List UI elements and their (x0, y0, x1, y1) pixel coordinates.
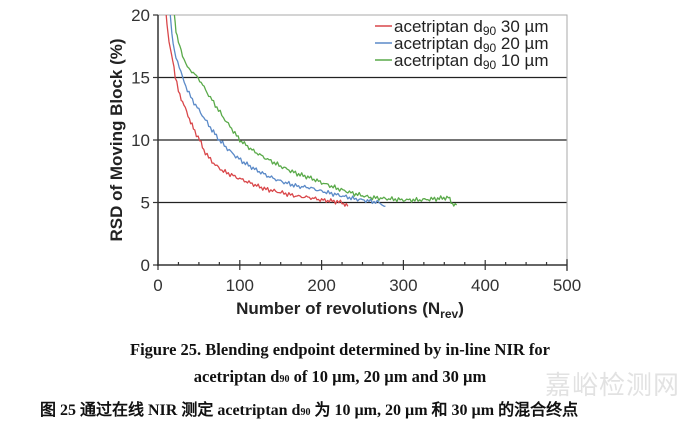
x-axis-title-close: ) (458, 299, 464, 318)
series-line-0 (165, 14, 349, 207)
legend-label-2: acetriptan d90 10 µm (394, 51, 549, 72)
legend-label-sub: 90 (483, 24, 497, 38)
y-axis-title: RSD of Moving Block (%) (107, 38, 126, 241)
x-tick-label: 400 (471, 276, 499, 295)
legend-label-prefix: acetriptan d (394, 51, 483, 70)
axes (153, 14, 568, 271)
y-tick-label: 5 (141, 194, 150, 213)
legend-label-prefix: acetriptan d (394, 17, 483, 36)
caption-line2-prefix: acetriptan d (193, 367, 280, 386)
legend-label-suffix: 30 µm (496, 17, 548, 36)
caption-line3-prefix: 图 25 通过在线 NIR 测定 acetriptan d (40, 402, 301, 419)
x-tick-label: 0 (153, 276, 162, 295)
y-tick-label: 10 (131, 131, 150, 150)
caption-line3-sub: 90 (300, 407, 311, 418)
caption-line3-suffix: 为 10 µm, 20 µm 和 30 µm 的混合终点 (310, 402, 579, 419)
legend-label-suffix: 20 µm (496, 34, 548, 53)
series-line-2 (173, 14, 458, 207)
x-axis-title-sub: rev (440, 307, 458, 321)
caption-line2-sub: 90 (279, 374, 290, 385)
series-group (165, 14, 458, 207)
x-axis-title: Number of revolutions (Nrev) (236, 299, 464, 321)
chart: 0 100 200 300 400 500 0 5 10 15 20 RSD of Moving B… (107, 6, 581, 321)
y-tick-label: 0 (141, 256, 150, 275)
caption-line2-suffix: of 10 µm, 20 µm and 30 µm (289, 367, 487, 386)
y-tick-label: 15 (131, 69, 150, 88)
series-line-1 (169, 14, 386, 207)
x-axis-title-main: Number of revolutions (N (236, 299, 440, 318)
figure-caption-chinese: 图 25 通过在线 NIR 测定 acetriptan d90 为 10 µm,… (40, 396, 578, 420)
x-tick-label: 100 (226, 276, 254, 295)
legend-label-suffix: 10 µm (496, 51, 548, 70)
figure-caption-line1: Figure 25. Blending endpoint determined … (129, 340, 551, 359)
legend-label-1: acetriptan d90 20 µm (394, 34, 549, 55)
x-tick-label: 200 (307, 276, 335, 295)
legend-label-sub: 90 (483, 41, 497, 55)
figure-caption-line2: acetriptan d90 of 10 µm, 20 µm and 30 µm (0, 367, 680, 387)
y-tick-label: 20 (131, 6, 150, 25)
x-tick-label: 500 (553, 276, 581, 295)
legend-label-sub: 90 (483, 58, 497, 72)
gridlines (158, 76, 567, 204)
legend-label-prefix: acetriptan d (394, 34, 483, 53)
tick-labels: 0 100 200 300 400 500 0 5 10 15 20 (131, 6, 581, 295)
legend-label-0: acetriptan d90 30 µm (394, 17, 549, 38)
x-tick-label: 300 (389, 276, 417, 295)
watermark: 嘉峪检测网 (545, 371, 680, 401)
